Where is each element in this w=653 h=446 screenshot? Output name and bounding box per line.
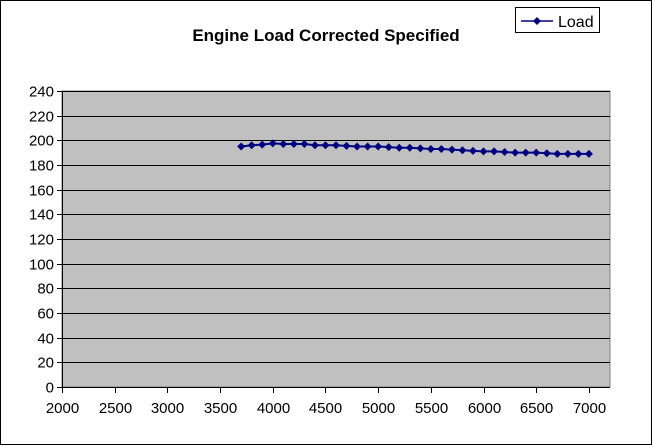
data-point	[247, 141, 256, 150]
data-point	[353, 142, 362, 151]
legend: Load	[515, 7, 600, 33]
y-tick-label: 40	[37, 331, 54, 348]
x-tick-label: 3500	[204, 400, 237, 417]
y-tick-label: 120	[29, 232, 54, 249]
x-tick-label: 4500	[309, 400, 342, 417]
x-tick-label: 6000	[468, 400, 501, 417]
x-tick-label: 5500	[415, 400, 448, 417]
data-point	[416, 144, 425, 153]
data-point	[521, 148, 530, 157]
data-point	[437, 144, 446, 153]
data-point	[300, 140, 309, 149]
data-point	[458, 146, 467, 155]
x-tick-label: 7000	[573, 400, 606, 417]
data-point	[511, 148, 520, 157]
legend-label: Load	[558, 14, 594, 31]
data-point	[469, 146, 477, 155]
data-point	[553, 149, 562, 158]
y-tick-label: 140	[29, 207, 54, 224]
data-point	[289, 140, 298, 149]
series-line	[241, 142, 589, 155]
data-point	[479, 147, 488, 156]
data-point	[279, 140, 288, 149]
data-point	[490, 147, 499, 156]
y-tick-label: 200	[29, 133, 54, 150]
data-point	[426, 144, 435, 153]
data-point	[258, 140, 267, 149]
data-point	[332, 141, 340, 150]
legend-diamond-marker	[533, 17, 541, 25]
y-tick-label: 0	[46, 380, 54, 397]
data-point	[542, 149, 551, 158]
data-point	[374, 142, 383, 151]
x-tick-label: 5000	[362, 400, 395, 417]
data-point	[584, 149, 593, 158]
x-tick-label: 2000	[46, 400, 79, 417]
legend-box	[515, 7, 600, 33]
data-point	[447, 145, 456, 154]
data-point	[321, 141, 330, 150]
data-point	[405, 143, 414, 152]
x-tick-label: 2500	[99, 400, 132, 417]
x-tick-label: 6500	[520, 400, 553, 417]
data-point	[237, 142, 246, 151]
y-tick-label: 60	[37, 306, 54, 323]
data-point	[363, 142, 372, 151]
y-tick-label: 180	[29, 158, 54, 175]
data-point	[395, 143, 404, 152]
data-point	[563, 149, 572, 158]
data-point	[384, 143, 393, 152]
y-tick-label: 220	[29, 109, 54, 126]
y-tick-label: 100	[29, 257, 54, 274]
y-tick-label: 20	[37, 355, 54, 372]
y-tick-label: 80	[37, 281, 54, 298]
data-point	[574, 149, 583, 158]
x-tick-label: 4000	[257, 400, 290, 417]
chart-title: Engine Load Corrected Specified	[192, 26, 459, 45]
y-tick-label: 160	[29, 183, 54, 200]
data-point	[268, 139, 277, 148]
y-tick-label: 240	[29, 84, 54, 101]
data-point	[310, 141, 319, 150]
data-point	[532, 148, 541, 157]
data-point	[342, 141, 351, 150]
x-tick-label: 3000	[151, 400, 184, 417]
data-point	[500, 148, 509, 157]
